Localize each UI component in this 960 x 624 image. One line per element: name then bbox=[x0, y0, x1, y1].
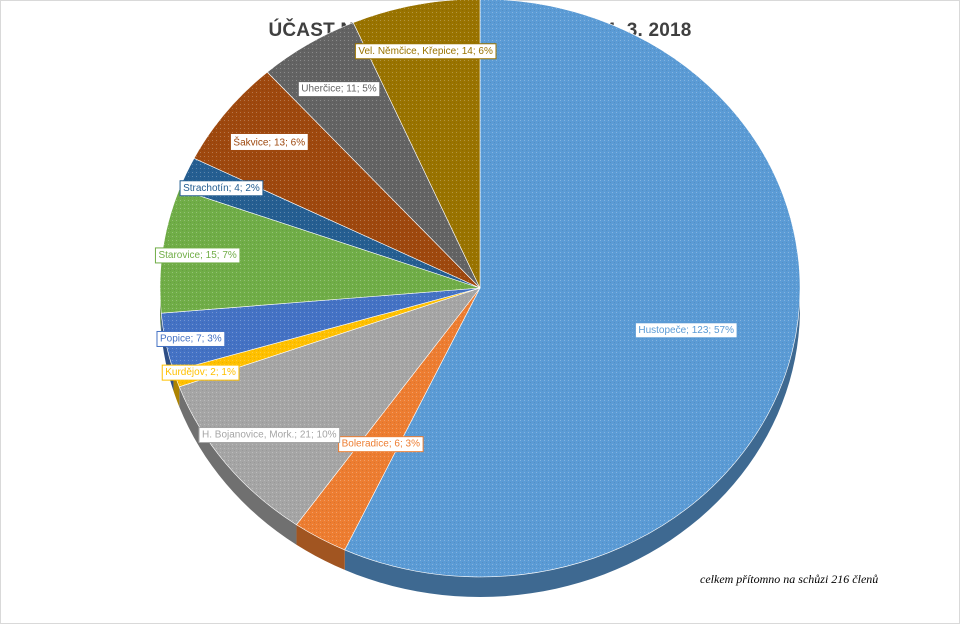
data-label-box bbox=[338, 436, 424, 453]
data-label: Boleradice; 6; 3% bbox=[342, 439, 420, 450]
slice-texture bbox=[353, 0, 480, 288]
data-label: Vel. Němčice, Křepice; 14; 6% bbox=[358, 46, 493, 57]
data-label-box bbox=[156, 330, 226, 347]
data-label: Uherčice; 11; 5% bbox=[301, 84, 377, 95]
total-note: celkem přítomno na schůzi 216 členů bbox=[700, 572, 879, 586]
data-label-box bbox=[634, 322, 738, 339]
slice-texture bbox=[161, 288, 480, 371]
data-label: Popice; 7; 3% bbox=[160, 333, 222, 344]
data-label-box bbox=[179, 180, 264, 197]
slice-texture bbox=[179, 288, 481, 525]
data-label-box bbox=[198, 427, 341, 444]
data-label-box bbox=[154, 247, 241, 264]
slice-texture bbox=[173, 288, 480, 387]
data-label: Strachotín; 4; 2% bbox=[183, 183, 260, 194]
data-label: H. Bojanovice, Mork.; 21; 10% bbox=[202, 430, 337, 441]
data-labels: Hustopeče; 123; 57% Boleradice; 6; 3% H. B… bbox=[154, 43, 738, 453]
data-label-box bbox=[354, 43, 497, 60]
slice-side bbox=[296, 524, 345, 570]
slice-texture bbox=[194, 72, 481, 288]
slice-texture bbox=[344, 0, 800, 577]
data-label: Hustopeče; 123; 57% bbox=[638, 325, 734, 336]
data-label-box bbox=[297, 81, 381, 98]
data-label: Starovice; 15; 7% bbox=[158, 250, 236, 261]
data-label: Kurdějov; 2; 1% bbox=[165, 367, 236, 378]
data-label: Šakvice; 13; 6% bbox=[233, 135, 305, 148]
slice-texture bbox=[296, 288, 480, 550]
slice-texture bbox=[160, 189, 480, 314]
slice-side bbox=[179, 386, 297, 545]
data-label-box bbox=[229, 132, 309, 151]
pie-slices bbox=[159, 0, 801, 578]
data-label-box bbox=[161, 364, 240, 381]
